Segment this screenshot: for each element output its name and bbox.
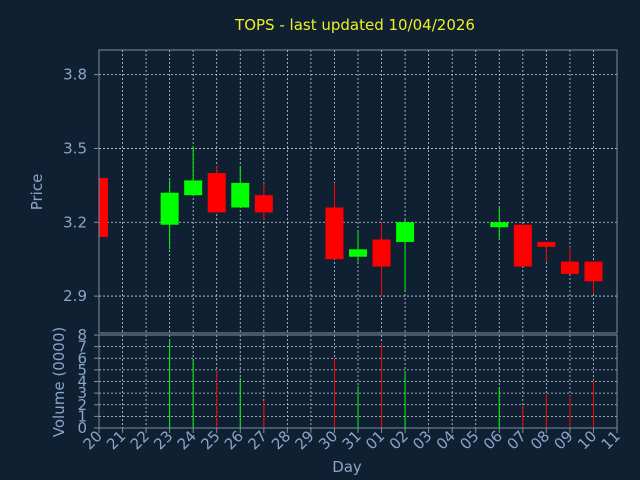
candle-body	[372, 239, 391, 267]
candle-body	[513, 224, 532, 267]
x-tick-label: 05	[456, 427, 482, 453]
x-tick-label: 29	[292, 427, 318, 453]
candle-body	[325, 207, 344, 260]
x-tick-label: 08	[527, 427, 553, 453]
x-tick-label: 31	[339, 427, 365, 453]
volume-axis-label: Volume (0000)	[50, 327, 68, 437]
candle-06	[490, 207, 509, 240]
price-tick-label: 3.2	[63, 213, 87, 231]
volume-tick-label: 1	[77, 407, 87, 425]
x-tick-label: 02	[386, 427, 412, 453]
volume-tick-label: 8	[77, 326, 87, 344]
x-tick-label: 23	[150, 427, 176, 453]
candle-07	[513, 224, 532, 267]
x-axis-label: Day	[332, 458, 362, 476]
candlestick-series	[98, 145, 603, 297]
candle-body	[207, 173, 226, 213]
candle-body	[584, 261, 603, 282]
volume-plot-frame	[98, 334, 618, 429]
volume-tick-label: 4	[77, 373, 87, 391]
candle-body	[99, 177, 108, 238]
chart-title: TOPS - last updated 10/04/2026	[234, 16, 475, 34]
x-tick-label: 22	[127, 427, 153, 453]
candle-27	[254, 182, 273, 220]
x-tick-label: 24	[174, 427, 200, 453]
x-tick-label: 28	[268, 427, 294, 453]
candle-26	[231, 165, 250, 208]
x-tick-label: 27	[244, 427, 270, 453]
candle-body	[490, 222, 509, 228]
candle-25	[207, 165, 226, 213]
volume-tick-label: 5	[77, 361, 87, 379]
price-plot-frame	[98, 49, 618, 334]
x-tick-labels: 2021222324252627282930310102030405060708…	[80, 427, 624, 453]
price-tick-label: 3.8	[63, 66, 87, 84]
volume-tick-label: 7	[77, 338, 87, 356]
candle-09	[560, 246, 579, 274]
candle-10	[584, 261, 603, 294]
volume-tick-label: 6	[77, 349, 87, 367]
x-tick-label: 11	[598, 427, 624, 453]
candle-body	[560, 261, 579, 274]
candle-body	[537, 241, 556, 247]
candle-body	[254, 195, 273, 213]
x-tick-label: 07	[503, 427, 529, 453]
volume-series	[169, 339, 594, 428]
volume-grid	[94, 334, 617, 429]
price-tick-label: 3.5	[63, 139, 87, 157]
price-tick-label: 2.9	[63, 287, 87, 305]
x-tick-label: 06	[480, 427, 506, 453]
x-tick-label: 03	[409, 427, 435, 453]
candle-body	[160, 192, 179, 225]
x-tick-label: 09	[551, 427, 577, 453]
volume-tick-label: 0	[77, 419, 87, 437]
candle-body	[184, 180, 203, 196]
x-tick-label: 04	[433, 427, 459, 453]
candle-body	[396, 222, 415, 242]
price-tick-labels: 2.9 3.2 3.5 3.8	[63, 66, 87, 305]
volume-tick-label: 2	[77, 396, 87, 414]
x-tick-label: 30	[315, 427, 341, 453]
candle-body	[231, 182, 250, 208]
price-grid	[94, 50, 617, 333]
x-tick-label: 01	[362, 427, 388, 453]
candle-23	[160, 180, 179, 250]
price-axis-label: Price	[28, 174, 46, 211]
candle-01	[372, 222, 391, 297]
candle-30	[325, 182, 344, 260]
candle-08	[537, 241, 556, 262]
x-tick-label: 25	[197, 427, 223, 453]
candle-02	[396, 219, 415, 292]
candle-31	[349, 232, 367, 262]
volume-tick-label: 3	[77, 384, 87, 402]
candle-body	[349, 249, 367, 257]
candle-24	[184, 145, 203, 196]
x-tick-label: 26	[221, 427, 247, 453]
x-tick-label: 21	[103, 427, 129, 453]
candle-20	[98, 177, 108, 238]
x-tick-label: 10	[574, 427, 600, 453]
